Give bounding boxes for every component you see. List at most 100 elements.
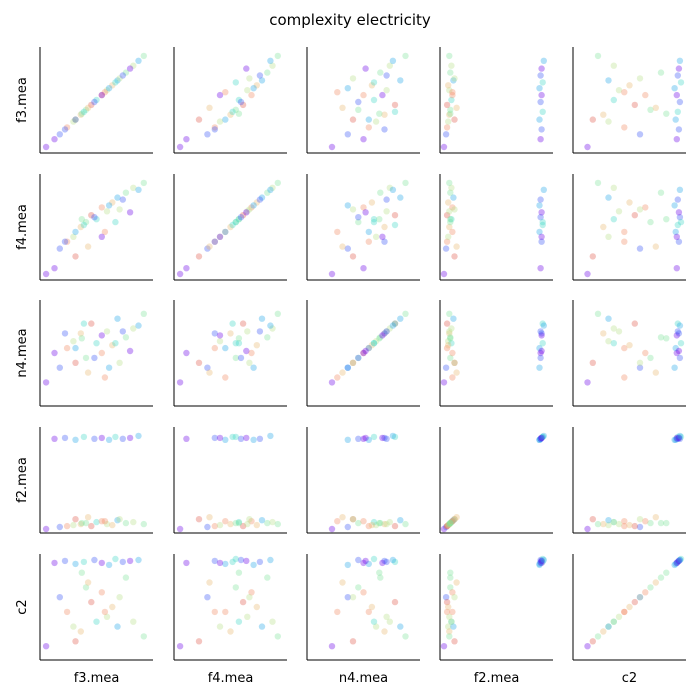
panel-f2.mea-vs-c2 (572, 427, 686, 534)
scatter-point (446, 520, 453, 528)
scatter-point (103, 208, 111, 215)
scatter-point (447, 519, 454, 527)
scatter-point (676, 432, 684, 440)
scatter-point (652, 369, 659, 376)
scatter-point (536, 561, 543, 569)
scatter-point (377, 519, 384, 527)
scatter-point (448, 340, 455, 347)
scatter-point (370, 518, 378, 526)
scatter-point (610, 340, 617, 347)
scatter-point (256, 558, 264, 566)
scatter-point (446, 628, 453, 635)
scatter-point (621, 518, 628, 525)
scatter-point (114, 517, 121, 524)
scatter-point (449, 608, 456, 616)
scatter-point (445, 603, 452, 611)
x-axis-label: c2 (622, 671, 637, 686)
scatter-point (446, 520, 453, 528)
scatter-point (446, 520, 453, 528)
scatter-point (211, 238, 218, 245)
scatter-point (446, 330, 453, 337)
scatter-point (80, 221, 88, 229)
scatter-point (253, 342, 260, 349)
scatter-point (229, 558, 236, 566)
panel-c2-vs-f3.mea (39, 554, 153, 661)
scatter-point (370, 340, 378, 347)
scatter-point (334, 228, 341, 236)
scatter-point (676, 57, 684, 64)
scatter-point (216, 91, 224, 99)
scatter-point (222, 344, 229, 352)
scatter-point (51, 435, 58, 442)
scatter-point (116, 359, 123, 366)
scatter-point (232, 555, 239, 563)
scatter-point (675, 126, 683, 133)
scatter-point (631, 212, 638, 219)
scatter-point (621, 608, 628, 616)
scatter-point (379, 332, 386, 339)
scatter-point (244, 613, 251, 620)
scatter-point (56, 523, 63, 531)
scatter-point (355, 98, 362, 106)
scatter-point (119, 435, 127, 442)
scatter-point (538, 557, 545, 565)
scatter-point (204, 131, 211, 138)
scatter-point (56, 245, 63, 252)
scatter-point (594, 52, 602, 60)
scatter-point (537, 98, 544, 106)
scatter-point (391, 108, 399, 116)
scatter-point (355, 556, 362, 564)
scatter-point (675, 434, 683, 442)
scatter-point (610, 216, 617, 223)
scatter-point (397, 77, 404, 84)
scatter-point (243, 209, 250, 216)
scatter-point (112, 433, 119, 441)
scatter-point (446, 633, 453, 640)
scatter-point (539, 558, 546, 566)
scatter-point (447, 69, 454, 76)
scatter-point (253, 199, 260, 206)
scatter-point (370, 79, 378, 86)
scatter-point (227, 628, 234, 635)
scatter-point (647, 519, 654, 527)
scatter-point (365, 238, 372, 245)
scatter-point (448, 62, 455, 69)
scatter-point (232, 79, 239, 86)
y-axis-label: n4.mea (15, 328, 30, 377)
scatter-point (383, 87, 390, 94)
scatter-point (122, 189, 130, 196)
scatter-point (258, 517, 266, 524)
scatter-point (536, 116, 543, 123)
scatter-point (360, 204, 367, 211)
scatter-point (657, 574, 665, 581)
scatter-point (445, 199, 452, 206)
scatter-point (677, 433, 685, 441)
scatter-point (250, 436, 257, 443)
scatter-point (56, 364, 63, 371)
scatter-point (72, 344, 79, 352)
scatter-point (449, 228, 456, 236)
scatter-point (663, 569, 670, 576)
scatter-point (368, 199, 376, 206)
scatter-point (216, 332, 224, 339)
scatter-point (355, 218, 362, 226)
panel-f2.mea-vs-f3.mea (39, 427, 153, 534)
scatter-point (250, 561, 257, 569)
scatter-point (244, 208, 251, 215)
scatter-point (365, 228, 372, 236)
scatter-point (82, 519, 90, 527)
scatter-point (381, 520, 388, 528)
scatter-point (453, 514, 460, 521)
scatter-point (216, 338, 224, 345)
scatter-point (91, 214, 98, 221)
scatter-point (383, 520, 390, 528)
scatter-point (589, 359, 596, 366)
scatter-point (402, 179, 409, 187)
scatter-point (77, 223, 85, 231)
scatter-point (204, 245, 211, 252)
scatter-point (204, 364, 211, 371)
scatter-point (449, 374, 456, 381)
scatter-point (211, 608, 218, 616)
scatter-point (673, 434, 680, 442)
scatter-point (589, 253, 596, 260)
